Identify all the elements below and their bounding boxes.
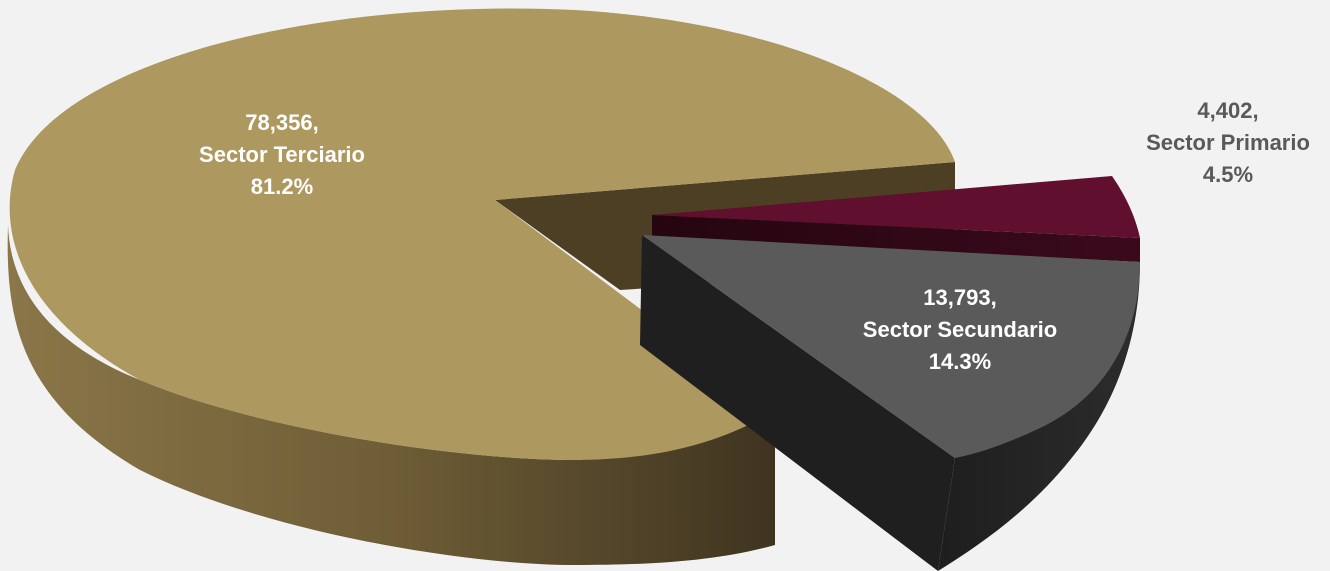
label-primario-category: Sector Primario — [1146, 130, 1310, 155]
slice-terciario-rim — [7, 225, 775, 565]
slice-terciario-top — [9, 8, 955, 461]
label-secundario-value: 13,793, — [923, 285, 996, 310]
label-sector-terciario: 78,356, Sector Terciario 81.2% — [199, 110, 365, 199]
label-terciario-percent: 81.2% — [251, 174, 313, 199]
label-sector-primario: 4,402, Sector Primario 4.5% — [1146, 98, 1310, 187]
slice-secundario-top — [642, 235, 1140, 458]
slice-sector-terciario — [7, 8, 955, 565]
slice-primario-side — [652, 215, 1140, 262]
label-terciario-category: Sector Terciario — [199, 142, 365, 167]
slice-sector-secundario — [640, 235, 1140, 571]
label-secundario-percent: 14.3% — [929, 349, 991, 374]
slice-primario-top — [652, 176, 1140, 238]
slice-secundario-left-wall — [640, 235, 955, 571]
label-primario-percent: 4.5% — [1203, 162, 1253, 187]
label-terciario-value: 78,356, — [245, 110, 318, 135]
slice-sector-primario — [652, 176, 1140, 262]
label-secundario-category: Sector Secundario — [863, 317, 1057, 342]
label-sector-secundario: 13,793, Sector Secundario 14.3% — [863, 285, 1057, 374]
label-primario-value: 4,402, — [1197, 98, 1258, 123]
